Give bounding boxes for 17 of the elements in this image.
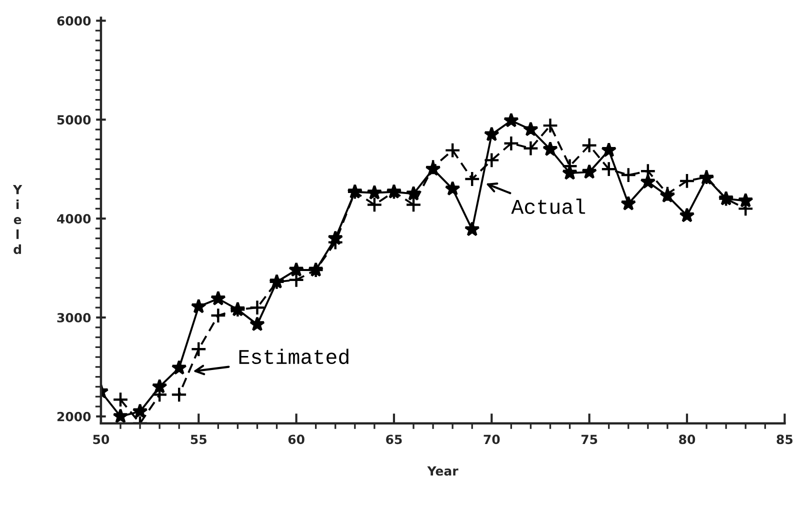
x-tick-label: 75 xyxy=(581,434,598,444)
x-tick-label: 80 xyxy=(679,434,696,444)
x-axis-title: Year xyxy=(427,466,458,476)
x-tick-label: 70 xyxy=(484,434,500,444)
y-axis-title: Yield xyxy=(12,184,22,254)
legend-label: Estimated xyxy=(239,348,348,364)
x-tick-label: 85 xyxy=(776,434,792,444)
series-label: Actual xyxy=(511,198,586,214)
x-tick-label: 55 xyxy=(190,434,206,444)
x-tick-label: 50 xyxy=(93,434,110,444)
x-tick-label: 60 xyxy=(288,434,304,444)
x-tick-label: 65 xyxy=(386,434,402,444)
y-tick-label: 3000 xyxy=(57,312,91,322)
y-tick-label: 5000 xyxy=(57,115,91,125)
y-tick-label: 6000 xyxy=(57,16,91,26)
y-tick-label: 2000 xyxy=(57,412,91,422)
y-tick-label: 4000 xyxy=(57,214,91,224)
